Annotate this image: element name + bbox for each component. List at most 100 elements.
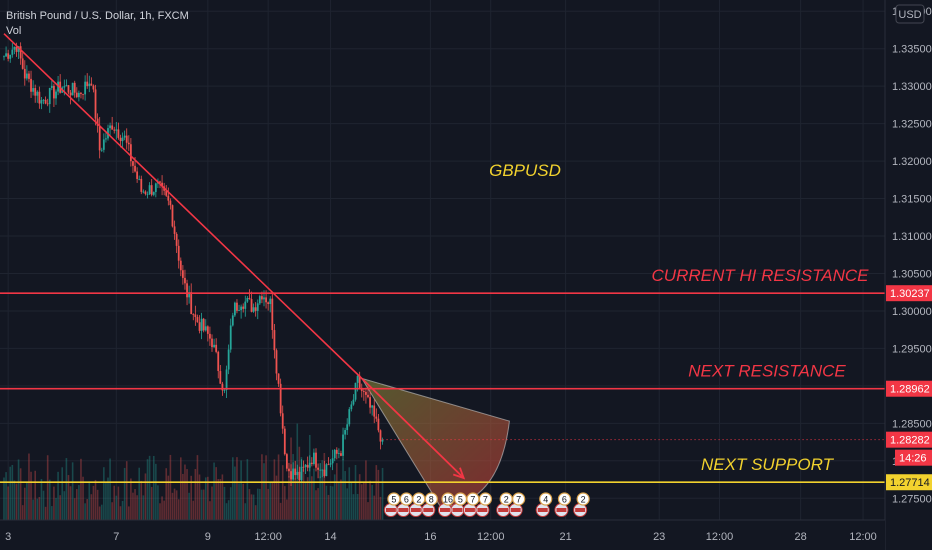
- volume-bar: [360, 484, 363, 520]
- event-badge[interactable]: [424, 492, 438, 506]
- volume-bar: [111, 502, 113, 520]
- volume-bar: [42, 490, 45, 520]
- candle-body: [144, 191, 147, 195]
- candle-body: [154, 183, 157, 193]
- candle-body: [296, 471, 299, 476]
- candle-body: [96, 118, 99, 126]
- price-tick-label: 1.31500: [892, 194, 932, 206]
- volume-bar: [340, 479, 342, 520]
- volume-bar: [294, 478, 296, 520]
- event-badge[interactable]: [557, 492, 572, 506]
- level-lines: [0, 292, 885, 484]
- volume-bar: [65, 458, 68, 520]
- volume-bar: [175, 490, 178, 520]
- volume-bar: [5, 472, 7, 520]
- volume-bar: [76, 489, 78, 520]
- time-axis[interactable]: 3 7 9 12:00 14 16 12:00 21 23 12:00 28 12:00: [0, 519, 885, 550]
- volume-bar: [192, 500, 195, 520]
- candle-body: [113, 129, 116, 131]
- volume-bar: [198, 474, 201, 520]
- candle-body: [3, 56, 5, 58]
- volume-bar: [144, 473, 147, 520]
- candle-body: [256, 303, 259, 311]
- level-price-tag-3-bg: [886, 474, 932, 491]
- event-badge[interactable]: [539, 492, 553, 506]
- volume-bar: [288, 476, 290, 520]
- candle-body: [223, 389, 226, 391]
- candle-body: [138, 178, 141, 180]
- volume-bar: [232, 457, 234, 520]
- price-axis[interactable]: 1.340001.335001.330001.325001.320001.315…: [884, 0, 932, 550]
- volume-bar: [173, 488, 176, 520]
- event-badges[interactable]: 5 6 2 8 16 5 7 7 2 7 4 6 2: [383, 492, 590, 517]
- volume-bar: [352, 494, 355, 520]
- event-badge-count: 2: [504, 495, 509, 505]
- candle-body: [92, 85, 95, 90]
- price-tick-label: 1.28500: [892, 418, 932, 430]
- price-tick-label: 1.33000: [892, 81, 932, 93]
- volume-bar: [277, 454, 280, 520]
- time-tick-label: 28: [795, 531, 807, 543]
- event-flag-stripe: [510, 508, 521, 512]
- volume-bar: [40, 478, 43, 520]
- candle-body: [225, 369, 228, 390]
- candle-body: [75, 92, 78, 98]
- volume-bar: [267, 488, 269, 520]
- volume-bar: [182, 473, 184, 520]
- candle-body: [98, 125, 101, 151]
- volume-bar: [117, 486, 120, 520]
- volume-bar: [148, 455, 151, 520]
- price-tick-label: 1.30500: [892, 268, 932, 280]
- candle-body: [283, 428, 286, 455]
- candle-body: [215, 344, 218, 352]
- candle-body: [82, 93, 84, 95]
- volume-bar: [273, 459, 276, 520]
- volume-bar: [202, 489, 205, 520]
- volume-bar: [88, 481, 91, 520]
- candle-body: [42, 99, 45, 101]
- candle-body: [273, 330, 276, 351]
- volume-bar: [344, 471, 346, 520]
- volume-bar: [169, 454, 172, 520]
- candle-body: [254, 307, 257, 311]
- volume-bar: [57, 471, 59, 520]
- symbol-title[interactable]: British Pound / U.S. Dollar, 1h, FXCM: [6, 10, 189, 22]
- candle-body: [190, 292, 193, 315]
- candle-body: [206, 326, 209, 334]
- volume-bar: [315, 490, 317, 520]
- event-badge[interactable]: [478, 492, 492, 506]
- volume-bar: [134, 489, 136, 520]
- candle-body: [123, 135, 126, 138]
- candle-body: [125, 135, 128, 143]
- volume-bar: [265, 455, 267, 520]
- volume-indicator-label[interactable]: Vol: [6, 25, 22, 37]
- candle-body: [302, 466, 305, 468]
- candle-body: [63, 86, 66, 88]
- candle-body: [121, 137, 124, 142]
- volume-bar: [146, 459, 149, 520]
- event-flag-stripe: [410, 508, 421, 512]
- candle-body: [198, 322, 201, 331]
- event-flag-stripe: [398, 508, 409, 512]
- event-badge-count: 6: [404, 495, 409, 505]
- candle-body: [5, 53, 7, 57]
- candle-body: [306, 464, 309, 468]
- volume-bar: [313, 468, 315, 520]
- candle-body: [317, 467, 319, 470]
- volume-bar: [32, 499, 34, 520]
- candle-body: [250, 299, 253, 312]
- candle-body: [304, 464, 307, 467]
- event-badge[interactable]: [512, 492, 526, 506]
- candle-body: [365, 391, 367, 395]
- volume-bar: [80, 458, 82, 520]
- candle-body: [329, 463, 332, 465]
- time-tick-label: 9: [205, 531, 211, 543]
- candle-body: [132, 161, 134, 166]
- volume-bar: [311, 476, 313, 520]
- volume-bar: [7, 486, 9, 520]
- event-badge[interactable]: [576, 492, 590, 506]
- volume-bar: [263, 463, 265, 520]
- last-price-tag-bg: [886, 431, 932, 448]
- volume-bar: [73, 498, 76, 520]
